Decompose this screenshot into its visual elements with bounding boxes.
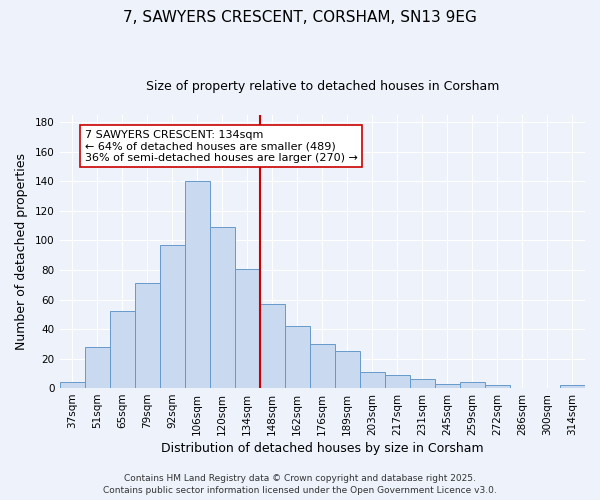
Text: 7 SAWYERS CRESCENT: 134sqm
← 64% of detached houses are smaller (489)
36% of sem: 7 SAWYERS CRESCENT: 134sqm ← 64% of deta… xyxy=(85,130,358,163)
Bar xyxy=(435,384,460,388)
Bar xyxy=(85,346,110,388)
Bar xyxy=(360,372,385,388)
Bar xyxy=(460,382,485,388)
Bar xyxy=(235,268,260,388)
Bar xyxy=(260,304,285,388)
Bar xyxy=(134,284,160,388)
Bar xyxy=(185,182,209,388)
Bar xyxy=(285,326,310,388)
Text: 7, SAWYERS CRESCENT, CORSHAM, SN13 9EG: 7, SAWYERS CRESCENT, CORSHAM, SN13 9EG xyxy=(123,10,477,25)
Bar xyxy=(209,227,235,388)
Bar xyxy=(385,375,410,388)
Text: Contains HM Land Registry data © Crown copyright and database right 2025.
Contai: Contains HM Land Registry data © Crown c… xyxy=(103,474,497,495)
Title: Size of property relative to detached houses in Corsham: Size of property relative to detached ho… xyxy=(146,80,499,93)
Y-axis label: Number of detached properties: Number of detached properties xyxy=(15,153,28,350)
Bar xyxy=(560,385,585,388)
Bar xyxy=(110,312,134,388)
Bar xyxy=(335,351,360,388)
Bar xyxy=(410,379,435,388)
Bar xyxy=(485,385,510,388)
Bar xyxy=(310,344,335,388)
X-axis label: Distribution of detached houses by size in Corsham: Distribution of detached houses by size … xyxy=(161,442,484,455)
Bar xyxy=(160,245,185,388)
Bar xyxy=(59,382,85,388)
